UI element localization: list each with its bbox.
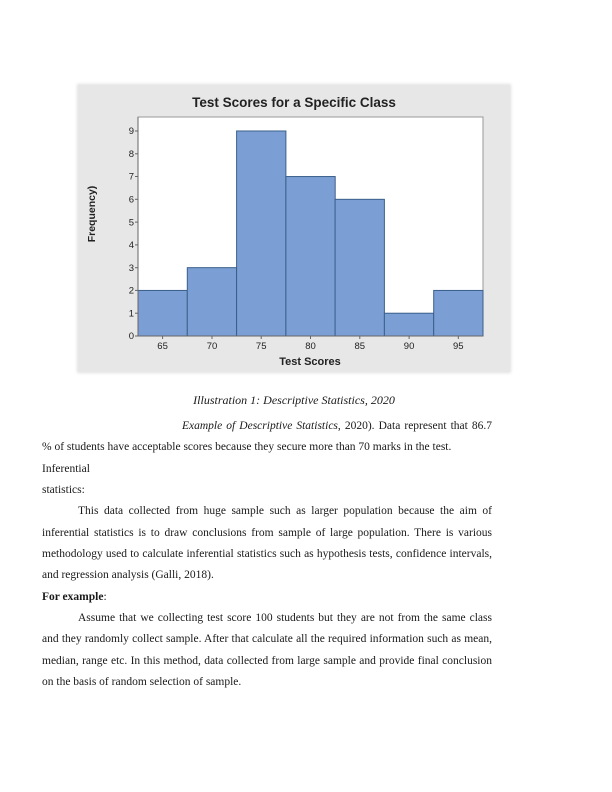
- svg-text:9: 9: [129, 126, 134, 137]
- svg-text:95: 95: [453, 341, 464, 352]
- svg-text:80: 80: [305, 341, 316, 352]
- svg-text:7: 7: [129, 172, 134, 183]
- svg-text:65: 65: [157, 341, 168, 352]
- svg-text:Frequency): Frequency): [86, 186, 98, 243]
- svg-text:75: 75: [256, 341, 267, 352]
- svg-text:6: 6: [129, 195, 134, 206]
- svg-text:3: 3: [129, 263, 134, 274]
- svg-text:5: 5: [129, 217, 134, 228]
- svg-text:8: 8: [129, 149, 134, 160]
- svg-text:90: 90: [404, 341, 415, 352]
- svg-text:4: 4: [129, 240, 134, 251]
- svg-text:70: 70: [207, 341, 218, 352]
- svg-text:85: 85: [355, 341, 366, 352]
- svg-text:2: 2: [129, 286, 134, 297]
- svg-text:1: 1: [129, 308, 134, 319]
- svg-text:0: 0: [129, 331, 134, 342]
- svg-text:Test Scores for a Specific Cla: Test Scores for a Specific Class: [192, 95, 396, 110]
- svg-text:Test Scores: Test Scores: [279, 356, 341, 368]
